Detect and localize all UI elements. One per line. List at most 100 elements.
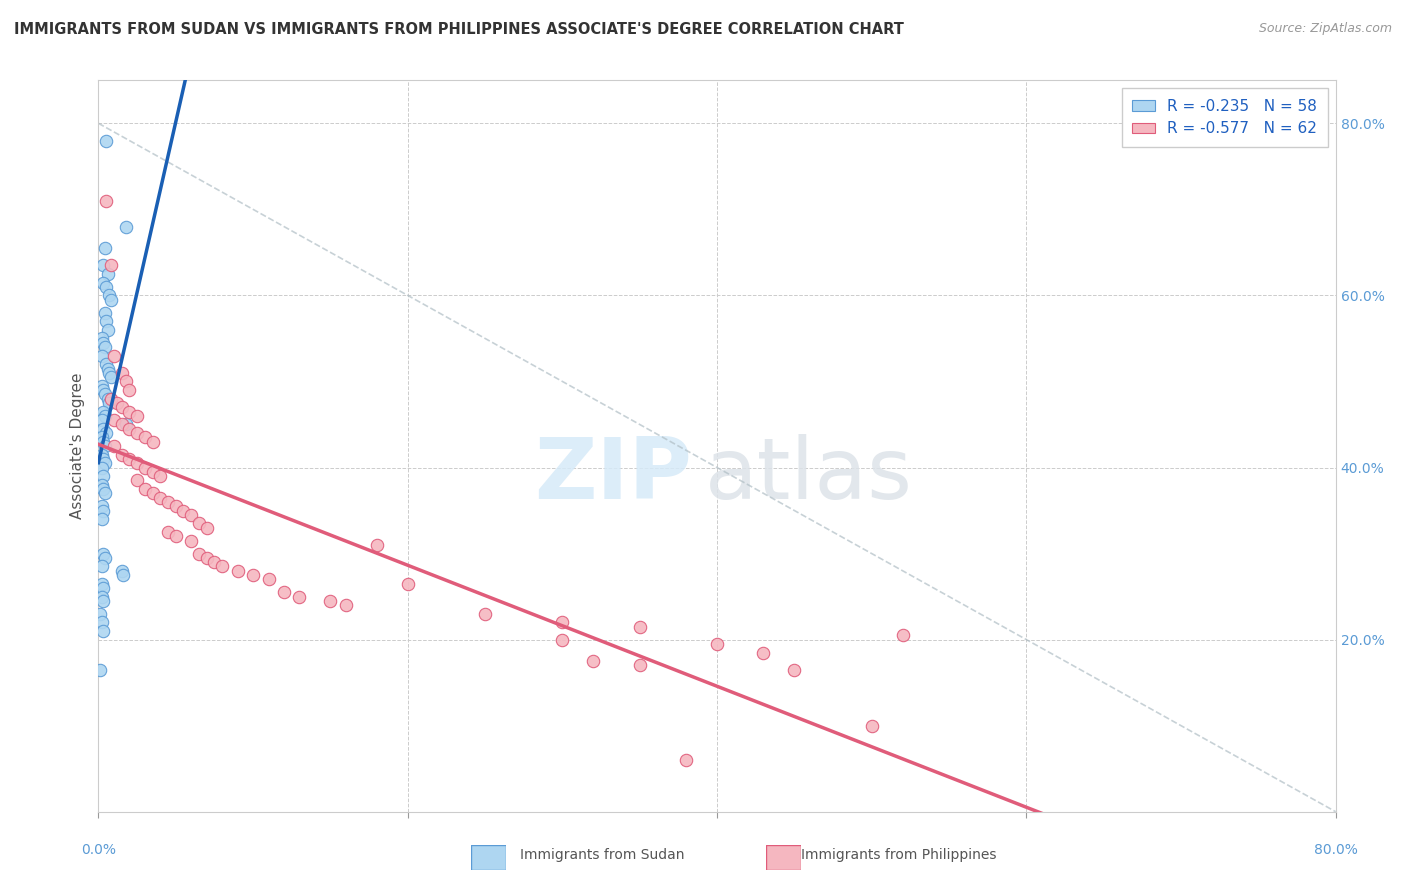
Point xyxy=(90,512,112,526)
Point xyxy=(127,426,149,441)
Point xyxy=(257,573,280,587)
Point xyxy=(91,258,114,272)
Point xyxy=(91,383,114,397)
Point xyxy=(90,349,112,363)
Point xyxy=(582,654,605,668)
Point xyxy=(628,620,651,634)
Point xyxy=(112,568,135,582)
Point xyxy=(752,646,775,660)
Point xyxy=(118,383,141,397)
Point xyxy=(165,529,187,543)
Point xyxy=(97,361,120,376)
Point xyxy=(97,392,120,406)
Point xyxy=(103,413,125,427)
Point xyxy=(188,516,211,531)
Point xyxy=(188,547,211,561)
Point xyxy=(157,524,180,539)
Point xyxy=(93,305,115,319)
Point xyxy=(134,430,156,444)
Point xyxy=(115,375,138,389)
Point xyxy=(134,460,156,475)
Point xyxy=(180,533,202,548)
Point xyxy=(288,590,311,604)
Point xyxy=(273,585,295,599)
Point xyxy=(891,628,914,642)
Point xyxy=(127,474,149,488)
Text: 80.0%: 80.0% xyxy=(1313,843,1358,857)
Point xyxy=(118,422,141,436)
Point xyxy=(105,396,128,410)
Point xyxy=(195,550,218,565)
Point xyxy=(90,590,112,604)
Point xyxy=(127,409,149,423)
Point xyxy=(165,500,187,514)
Text: 0.0%: 0.0% xyxy=(82,843,115,857)
Point xyxy=(551,615,574,630)
Point xyxy=(90,500,112,514)
Text: IMMIGRANTS FROM SUDAN VS IMMIGRANTS FROM PHILIPPINES ASSOCIATE'S DEGREE CORRELAT: IMMIGRANTS FROM SUDAN VS IMMIGRANTS FROM… xyxy=(14,22,904,37)
Point xyxy=(366,538,388,552)
Point xyxy=(89,607,111,621)
Point xyxy=(91,594,114,608)
Point xyxy=(96,134,118,148)
Text: Immigrants from Sudan: Immigrants from Sudan xyxy=(520,847,685,862)
Point xyxy=(675,753,697,767)
Point xyxy=(100,392,122,406)
Point xyxy=(111,417,134,432)
Point xyxy=(100,370,122,384)
Point xyxy=(93,439,115,453)
Point xyxy=(142,486,165,500)
Point xyxy=(195,521,218,535)
Point xyxy=(90,378,112,392)
Point xyxy=(100,258,122,272)
Point xyxy=(173,503,195,517)
Point xyxy=(91,503,114,517)
Point xyxy=(91,469,114,483)
Legend: R = -0.235   N = 58, R = -0.577   N = 62: R = -0.235 N = 58, R = -0.577 N = 62 xyxy=(1122,88,1329,147)
Point xyxy=(93,456,115,470)
Point xyxy=(242,568,264,582)
Point xyxy=(96,194,118,208)
Point xyxy=(90,615,112,630)
Y-axis label: Associate's Degree: Associate's Degree xyxy=(70,373,86,519)
Point xyxy=(96,280,118,294)
Point xyxy=(91,624,114,638)
Point xyxy=(111,564,134,578)
Point xyxy=(149,491,172,505)
Text: Source: ZipAtlas.com: Source: ZipAtlas.com xyxy=(1258,22,1392,36)
Point xyxy=(118,404,141,418)
Point xyxy=(628,658,651,673)
Point xyxy=(142,434,165,449)
Point xyxy=(91,581,114,595)
Point xyxy=(149,469,172,483)
Point xyxy=(127,456,149,470)
Point xyxy=(93,340,115,354)
Point xyxy=(100,293,122,307)
Point xyxy=(90,460,112,475)
Point xyxy=(90,430,112,444)
Point xyxy=(96,314,118,328)
Point xyxy=(91,404,114,418)
Point xyxy=(97,323,120,337)
Point xyxy=(860,719,883,733)
Point xyxy=(335,598,357,612)
Point xyxy=(93,550,115,565)
Point xyxy=(396,576,419,591)
Point xyxy=(111,448,134,462)
Point xyxy=(111,366,134,380)
Point xyxy=(90,559,112,574)
Point xyxy=(96,357,118,371)
Point xyxy=(118,451,141,466)
Point xyxy=(91,335,114,350)
Point xyxy=(103,349,125,363)
Point xyxy=(93,486,115,500)
Point xyxy=(98,366,121,380)
Point xyxy=(134,482,156,496)
Point xyxy=(91,482,114,496)
Point xyxy=(91,276,114,290)
Point xyxy=(91,547,114,561)
Point xyxy=(97,267,120,281)
Point xyxy=(706,637,728,651)
Point xyxy=(474,607,496,621)
Point xyxy=(204,555,226,569)
